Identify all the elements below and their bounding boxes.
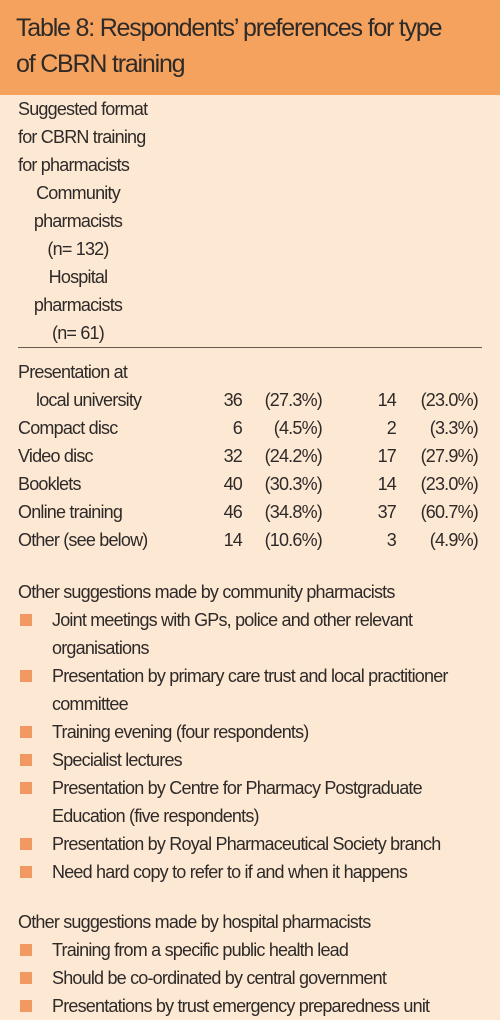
- item-text: Joint meetings with GPs, police and othe…: [52, 610, 413, 658]
- table-row: Online training 46 (34.8%) 37 (60.7%): [18, 498, 482, 526]
- cell: 3: [386, 530, 397, 550]
- cell: 14: [377, 390, 397, 410]
- row-label: Online training: [18, 502, 123, 522]
- cell: (23.0%): [420, 390, 479, 410]
- list-item: Should be co-ordinated by central govern…: [18, 964, 472, 992]
- list-item: Training evening (four respondents): [18, 718, 472, 746]
- item-text: Training evening (four respondents): [52, 722, 309, 742]
- bullet: [20, 726, 32, 738]
- cell: 14: [223, 530, 243, 550]
- header-cell: Community pharmacists (n= 132): [18, 179, 138, 263]
- header-line: Hospital: [48, 267, 108, 287]
- header-line: for CBRN training: [18, 127, 146, 147]
- item-text: Presentation by primary care trust and l…: [52, 666, 448, 714]
- cell: (4.5%): [273, 418, 323, 438]
- list-item: Need hard copy to refer to if and when i…: [18, 858, 472, 886]
- list-item: Presentation by Centre for Pharmacy Post…: [18, 774, 472, 830]
- cell: (27.3%): [264, 390, 323, 410]
- table-header: Suggested format for CBRN training for pha…: [18, 95, 482, 347]
- header-line: pharmacists: [33, 295, 123, 315]
- title: Table 8: Respondents’ preferences for ty…: [0, 0, 500, 95]
- cell: (3.3%): [429, 418, 479, 438]
- suggestion-section: Other suggestions made by hospital pharm…: [18, 908, 482, 1020]
- row-label: Presentation at: [18, 362, 128, 382]
- table-row: Video disc 32 (24.2%) 17 (27.9%): [18, 442, 482, 470]
- list-item: Specialist lectures: [18, 746, 472, 774]
- bullet: [20, 1000, 32, 1012]
- bullet: [20, 838, 32, 850]
- item-text: Presentations by trust emergency prepare…: [52, 996, 430, 1016]
- cell: (60.7%): [420, 502, 479, 522]
- item-text: Specialist lectures: [52, 750, 183, 770]
- header-cell: Hospital pharmacists (n= 61): [18, 263, 138, 347]
- table-row: Other (see below) 14 (10.6%) 3 (4.9%): [18, 526, 482, 554]
- header-line: (n= 61): [52, 323, 105, 343]
- list-item: Presentation by primary care trust and l…: [18, 662, 472, 718]
- row-label: Booklets: [18, 474, 81, 494]
- item-text: Should be co-ordinated by central govern…: [52, 968, 387, 988]
- cell: 46: [223, 502, 243, 522]
- bullet: [20, 782, 32, 794]
- cell: 40: [223, 474, 243, 494]
- cell: (24.2%): [264, 446, 323, 466]
- cell: 14: [377, 474, 397, 494]
- row-label: local university: [36, 390, 142, 410]
- section-heading: Other suggestions made by hospital pharm…: [18, 912, 371, 932]
- list-item: Training from a specific public health l…: [18, 936, 472, 964]
- bullet: [20, 866, 32, 878]
- cell: (4.9%): [429, 530, 479, 550]
- cell: 32: [223, 446, 243, 466]
- row-label: Compact disc: [18, 418, 118, 438]
- cell: (34.8%): [264, 502, 323, 522]
- section-heading: Other suggestions made by community phar…: [18, 582, 395, 602]
- table-row: Compact disc 6 (4.5%) 2 (3.3%): [18, 414, 482, 442]
- cell: (10.6%): [264, 530, 323, 550]
- header-line: Community: [36, 183, 121, 203]
- bullet: [20, 972, 32, 984]
- item-text: Training from a specific public health l…: [52, 940, 349, 960]
- cell: (30.3%): [264, 474, 323, 494]
- cell: 2: [386, 418, 397, 438]
- table-row: Booklets 40 (30.3%) 14 (23.0%): [18, 470, 482, 498]
- list-item: Joint meetings with GPs, police and othe…: [18, 606, 472, 662]
- list-item: Presentation by Royal Pharmaceutical Soc…: [18, 830, 472, 858]
- bullet: [20, 754, 32, 766]
- cell: 36: [223, 390, 243, 410]
- table-row: Presentation at local university 36 (27.3%)…: [18, 358, 482, 414]
- list-item: Presentations by trust emergency prepare…: [18, 992, 472, 1020]
- cell: 17: [377, 446, 397, 466]
- item-text: Presentation by Centre for Pharmacy Post…: [52, 778, 423, 826]
- header-line: pharmacists: [33, 211, 123, 231]
- rule: [18, 347, 482, 348]
- row-label: Video disc: [18, 446, 94, 466]
- cell: 37: [377, 502, 397, 522]
- cell: (23.0%): [420, 474, 479, 494]
- cell: (27.9%): [420, 446, 479, 466]
- header-line: Suggested format: [18, 99, 148, 119]
- item-text: Presentation by Royal Pharmaceutical Soc…: [52, 834, 441, 854]
- suggestion-section: Other suggestions made by community phar…: [18, 578, 482, 886]
- cell: 6: [232, 418, 243, 438]
- content: Suggested format for CBRN training for pha…: [0, 95, 500, 1020]
- header-cell: Suggested format for CBRN training for pha…: [18, 95, 198, 179]
- row-label: Other (see below): [18, 530, 148, 550]
- header-line: for pharmacists: [18, 155, 130, 175]
- header-line: (n= 132): [47, 239, 109, 259]
- bullet: [20, 944, 32, 956]
- bullet: [20, 614, 32, 626]
- item-text: Need hard copy to refer to if and when i…: [52, 862, 408, 882]
- bullet: [20, 670, 32, 682]
